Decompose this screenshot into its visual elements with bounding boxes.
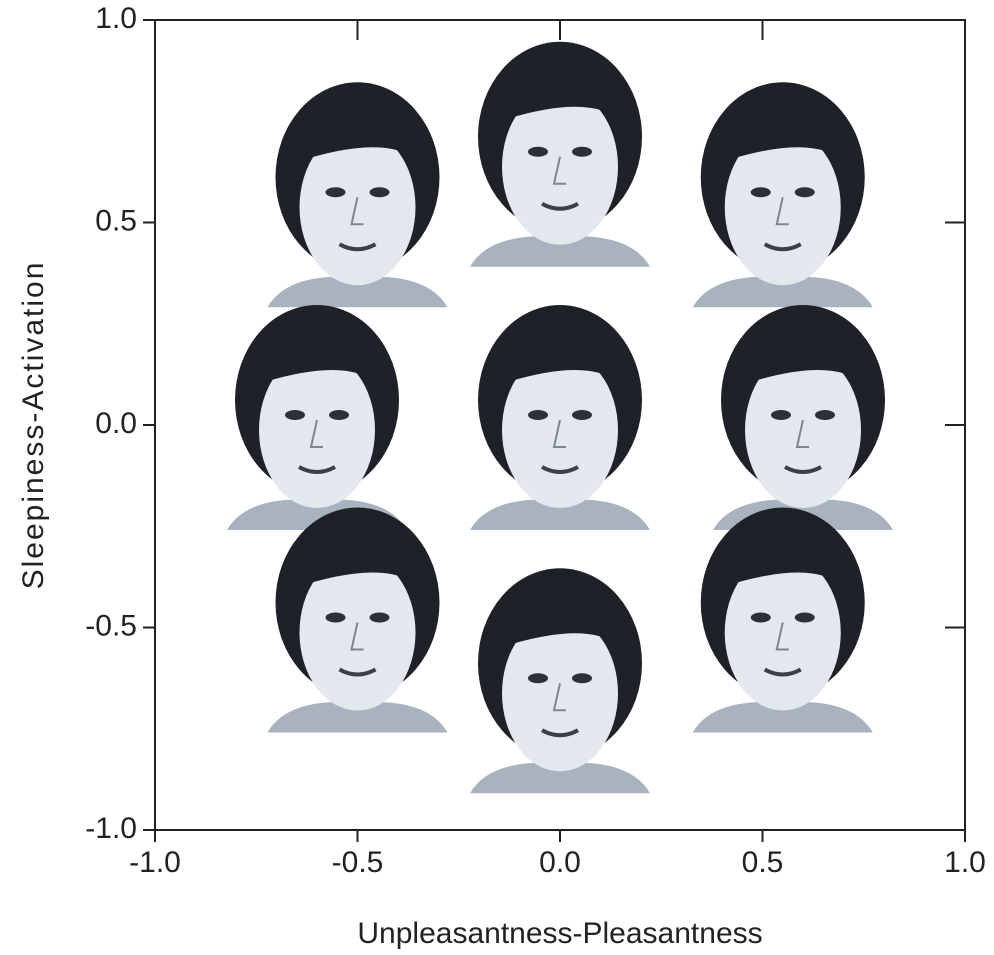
face-marker xyxy=(692,82,873,308)
face-mouth xyxy=(338,242,377,252)
face-mouth xyxy=(541,465,579,474)
face-nose xyxy=(309,419,323,448)
face-eye xyxy=(369,612,390,623)
face-fringe xyxy=(295,540,420,588)
face-mouth xyxy=(763,242,802,252)
face-eye xyxy=(572,146,592,157)
face-shoulders xyxy=(692,701,873,733)
x-tick-label: 0.5 xyxy=(742,846,784,879)
face-fringe xyxy=(498,338,622,385)
face-mouth xyxy=(541,201,579,211)
y-tick-label: 1.0 xyxy=(95,2,137,35)
face-skin xyxy=(502,88,618,245)
face-fringe xyxy=(498,601,622,649)
face-eye xyxy=(528,146,548,157)
face-mouth xyxy=(541,728,579,738)
face-skin xyxy=(259,352,375,508)
face-marker xyxy=(713,305,893,530)
face-eye xyxy=(285,410,305,420)
face-fringe xyxy=(720,115,845,163)
x-tick-label: 0.0 xyxy=(539,846,581,879)
face-shoulders xyxy=(267,276,448,308)
face-mouth xyxy=(298,465,336,474)
face-marker xyxy=(470,568,650,794)
face-eye xyxy=(750,187,771,198)
face-skin xyxy=(299,554,416,711)
face-shoulders xyxy=(470,236,650,267)
x-tick-label: -0.5 xyxy=(332,846,384,879)
face-marker xyxy=(470,305,650,530)
face-fringe xyxy=(720,540,845,588)
face-skin xyxy=(502,352,618,508)
face-skin xyxy=(745,352,861,508)
face-fringe xyxy=(498,75,622,122)
face-shoulders xyxy=(470,762,650,794)
face-nose xyxy=(350,622,364,651)
y-tick-label: 0.0 xyxy=(95,407,137,440)
face-skin xyxy=(299,129,416,286)
face-eye xyxy=(329,410,349,420)
face-nose xyxy=(775,622,789,651)
face-mouth xyxy=(763,667,802,677)
face-eye xyxy=(794,187,815,198)
face-marker xyxy=(227,305,407,530)
face-nose xyxy=(350,197,364,226)
face-marker xyxy=(470,41,650,267)
face-fringe xyxy=(255,338,379,385)
face-nose xyxy=(552,156,566,185)
face-fringe xyxy=(741,338,865,385)
face-eye xyxy=(369,187,390,198)
face-fringe xyxy=(295,115,420,163)
face-skin xyxy=(502,615,618,772)
face-eye xyxy=(572,410,592,420)
face-eye xyxy=(325,187,346,198)
face-eye xyxy=(771,410,791,420)
face-shoulders xyxy=(470,499,650,530)
face-skin xyxy=(724,554,841,711)
face-skin xyxy=(724,129,841,286)
face-nose xyxy=(552,419,566,448)
face-eye xyxy=(325,612,346,623)
face-nose xyxy=(795,419,809,448)
x-tick-label: 1.0 xyxy=(944,846,986,879)
face-marker xyxy=(267,82,448,308)
face-eye xyxy=(528,410,548,420)
x-axis-title: Unpleasantness-Pleasantness xyxy=(357,917,762,950)
y-tick-label: -0.5 xyxy=(85,609,137,642)
face-eye xyxy=(794,612,815,623)
face-nose xyxy=(552,683,566,712)
face-marker xyxy=(267,507,448,733)
x-tick-label: -1.0 xyxy=(129,846,181,879)
face-shoulders xyxy=(267,701,448,733)
face-marker xyxy=(692,507,873,733)
y-tick-label: -1.0 xyxy=(85,812,137,845)
y-axis-title: Sleepiness-Activation xyxy=(17,261,50,590)
face-eye xyxy=(572,673,592,684)
face-eye xyxy=(815,410,835,420)
face-nose xyxy=(775,197,789,226)
face-mouth xyxy=(784,465,822,474)
face-eye xyxy=(528,673,548,684)
face-shoulders xyxy=(692,276,873,308)
face-eye xyxy=(750,612,771,623)
face-mouth xyxy=(338,667,377,677)
y-tick-label: 0.5 xyxy=(95,204,137,237)
